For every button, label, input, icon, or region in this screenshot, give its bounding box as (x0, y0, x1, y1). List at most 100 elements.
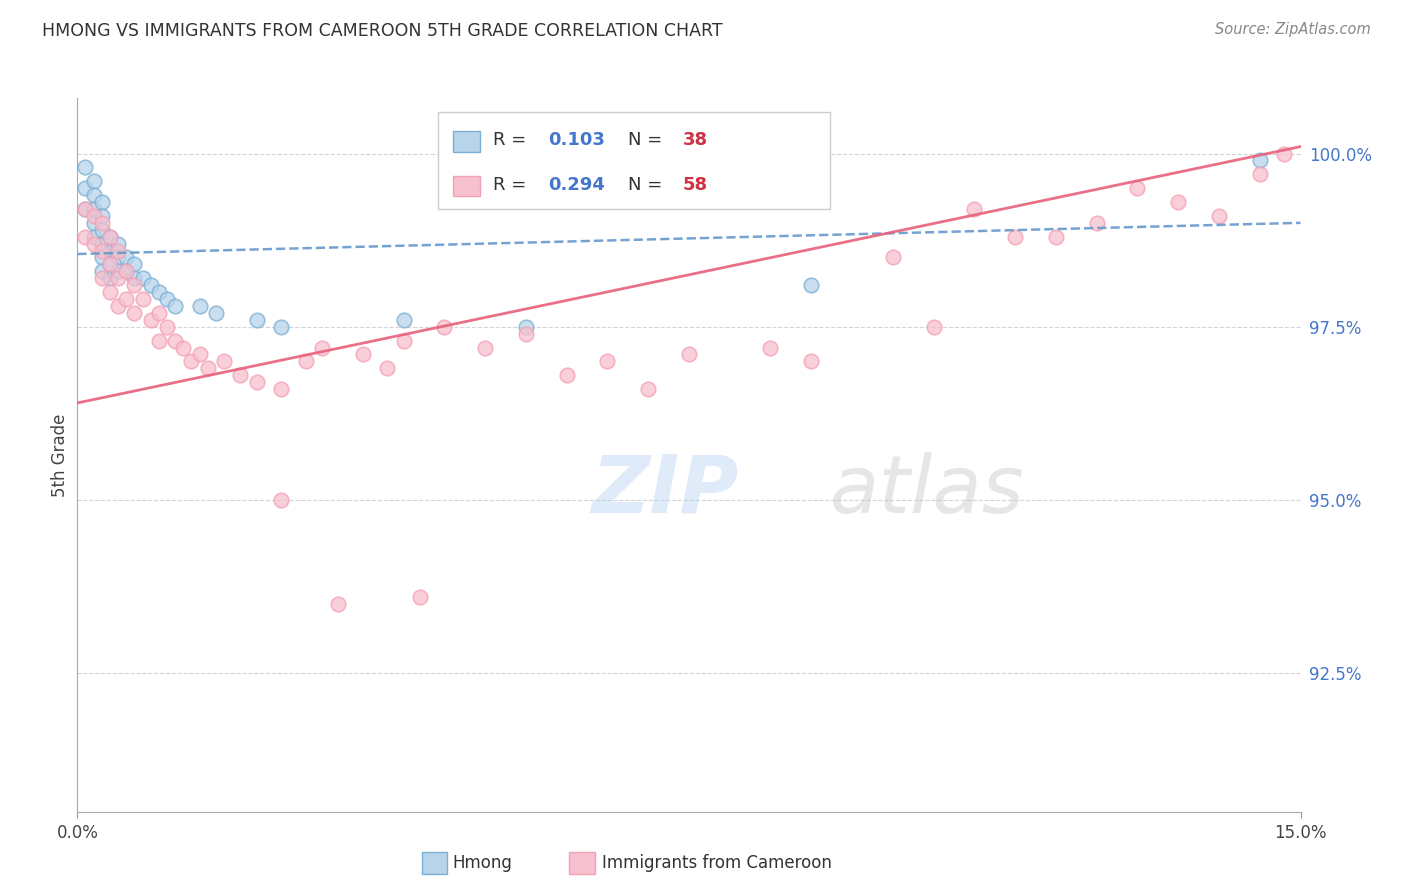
Point (107, 271, 129, 285)
FancyBboxPatch shape (453, 131, 479, 152)
Point (328, 597, 350, 611)
Point (107, 244, 129, 258)
Point (90, 209, 112, 223)
Point (188, 347, 211, 361)
Text: Immigrants from Cameroon: Immigrants from Cameroon (602, 854, 831, 871)
Point (90, 244, 112, 258)
Point (637, 382, 659, 396)
Point (1249, 167, 1271, 181)
Point (124, 257, 146, 271)
Text: 58: 58 (683, 176, 709, 194)
Point (270, 382, 292, 396)
Point (1004, 229, 1026, 244)
Point (246, 375, 269, 389)
Point (1126, 181, 1149, 195)
Point (212, 354, 235, 368)
Point (270, 319, 292, 334)
Point (75, 161, 97, 175)
Point (409, 590, 432, 604)
Point (124, 278, 146, 293)
Point (83, 236, 105, 251)
Point (352, 347, 374, 361)
Point (75, 202, 97, 216)
Point (75, 202, 97, 216)
Point (124, 271, 146, 285)
Point (115, 251, 138, 265)
Point (107, 251, 129, 265)
FancyBboxPatch shape (439, 112, 830, 209)
Text: R =: R = (494, 176, 533, 194)
Point (90, 216, 112, 230)
Point (678, 347, 700, 361)
Point (115, 292, 138, 306)
Point (246, 313, 269, 327)
Text: atlas: atlas (830, 451, 1025, 530)
Point (83, 209, 105, 223)
Point (515, 326, 537, 341)
Y-axis label: 5th Grade: 5th Grade (51, 413, 69, 497)
Point (115, 264, 138, 278)
Text: Hmong: Hmong (453, 854, 513, 871)
Point (311, 341, 333, 355)
Point (963, 202, 986, 216)
Point (294, 354, 316, 368)
Point (107, 264, 129, 278)
Point (165, 299, 187, 313)
Point (596, 354, 619, 368)
Point (139, 278, 162, 293)
Point (98, 271, 121, 285)
Point (90, 195, 112, 210)
Point (139, 313, 162, 327)
Point (148, 285, 170, 299)
Point (115, 264, 138, 278)
Point (555, 368, 578, 383)
Point (515, 319, 537, 334)
Point (98, 229, 121, 244)
Text: Source: ZipAtlas.com: Source: ZipAtlas.com (1215, 22, 1371, 37)
Point (90, 264, 112, 278)
Point (270, 492, 292, 507)
Point (433, 319, 456, 334)
Point (1045, 229, 1067, 244)
Point (131, 292, 153, 306)
FancyBboxPatch shape (453, 176, 479, 196)
Point (1167, 195, 1189, 210)
Point (800, 278, 823, 293)
Point (98, 257, 121, 271)
Text: R =: R = (494, 131, 533, 149)
Text: N =: N = (628, 131, 668, 149)
Point (107, 236, 129, 251)
Point (83, 188, 105, 202)
Point (148, 334, 170, 348)
Point (392, 334, 415, 348)
Point (90, 223, 112, 237)
Point (1085, 216, 1108, 230)
Text: HMONG VS IMMIGRANTS FROM CAMEROON 5TH GRADE CORRELATION CHART: HMONG VS IMMIGRANTS FROM CAMEROON 5TH GR… (42, 22, 723, 40)
Text: 0.294: 0.294 (548, 176, 605, 194)
Point (98, 229, 121, 244)
Point (98, 244, 121, 258)
Point (180, 354, 202, 368)
Text: N =: N = (628, 176, 668, 194)
Text: 38: 38 (683, 131, 709, 149)
Point (1208, 209, 1230, 223)
Point (131, 271, 153, 285)
Point (75, 229, 97, 244)
Point (90, 251, 112, 265)
Point (172, 341, 194, 355)
Point (205, 306, 228, 320)
Point (148, 306, 170, 320)
Point (90, 236, 112, 251)
Point (107, 299, 129, 313)
Point (124, 306, 146, 320)
Text: 0.103: 0.103 (548, 131, 605, 149)
Point (392, 313, 415, 327)
Point (83, 216, 105, 230)
Point (882, 251, 904, 265)
Point (375, 361, 398, 376)
Point (759, 341, 782, 355)
Text: ZIP: ZIP (591, 451, 738, 530)
Point (165, 334, 187, 348)
Point (800, 354, 823, 368)
Point (83, 229, 105, 244)
